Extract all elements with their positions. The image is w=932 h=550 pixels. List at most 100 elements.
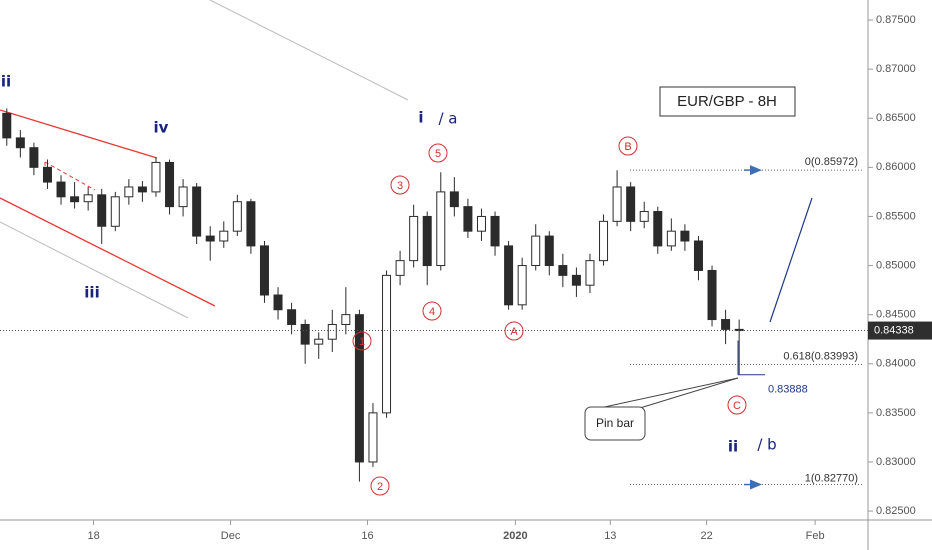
- y-tick-label: 0.84500: [876, 309, 916, 321]
- candle-body: [314, 338, 324, 345]
- y-tick-label: 0.83500: [876, 407, 916, 419]
- candle-body: [490, 215, 500, 247]
- x-tick-label: 22: [700, 530, 712, 542]
- candle-body: [680, 230, 690, 242]
- candle-body: [246, 201, 256, 247]
- candle-body: [599, 220, 609, 262]
- wave-circle: [727, 395, 747, 415]
- candle-body: [110, 196, 120, 227]
- wave-circle: [370, 476, 390, 496]
- wave-label: C: [733, 400, 741, 412]
- callout-text: Pin bar: [596, 416, 634, 430]
- y-tick-label: 0.86500: [876, 112, 916, 124]
- last-price-box: [868, 321, 932, 340]
- candle-body: [341, 314, 351, 325]
- channel-dashed: [44, 161, 96, 191]
- wave-label: 5: [435, 148, 441, 160]
- candle-body: [395, 260, 405, 276]
- x-tick-label: 18: [87, 530, 99, 542]
- candle-body: [259, 245, 269, 296]
- wave-label: iii: [84, 284, 99, 302]
- candle-body: [97, 194, 107, 227]
- candle-body: [476, 215, 486, 232]
- callout-box: [584, 406, 646, 441]
- x-tick-label: 16: [361, 530, 373, 542]
- candle-body: [42, 166, 52, 183]
- candle-body: [219, 230, 229, 242]
- wave-circle: [504, 321, 524, 341]
- wave-label: ii: [1, 73, 11, 91]
- wave-label: B: [624, 141, 631, 153]
- level-arrow-head: [750, 479, 762, 490]
- candle-body: [504, 245, 514, 306]
- x-tick-label: 13: [604, 530, 616, 542]
- wave-label: 3: [397, 180, 403, 192]
- wave-label: ii: [728, 438, 738, 456]
- candle-body: [273, 294, 283, 311]
- candle-body: [56, 181, 66, 198]
- candle-body: [463, 206, 473, 232]
- y-tick-label: 0.85000: [876, 259, 916, 271]
- callout-pointer: [599, 377, 739, 409]
- candle-body: [287, 309, 297, 325]
- projection-line: [769, 197, 813, 323]
- level-arrow-head: [750, 165, 762, 176]
- wave-circle: [422, 301, 442, 321]
- y-tick-label: 0.83000: [876, 456, 916, 468]
- title-box: [659, 86, 796, 117]
- x-tick-label: 2020: [503, 530, 527, 542]
- channel-line: [0, 197, 216, 307]
- wave-label: 4: [429, 306, 435, 318]
- candle-body: [124, 186, 134, 198]
- candle-body: [327, 323, 337, 340]
- candle-body: [639, 211, 649, 222]
- wave-label: / b: [757, 436, 776, 454]
- candle-body: [517, 265, 527, 306]
- candle-body: [70, 196, 80, 203]
- wave-circle: [618, 136, 638, 156]
- candle-body: [531, 235, 541, 267]
- candle-body: [612, 186, 622, 222]
- candle-body: [626, 186, 636, 222]
- y-tick-label: 0.84000: [876, 358, 916, 370]
- y-tick-label: 0.82500: [876, 505, 916, 517]
- candle-body: [300, 323, 310, 345]
- candle-body: [734, 328, 744, 332]
- candle-body: [449, 191, 459, 208]
- candle-body: [693, 240, 703, 271]
- wave-label: i: [418, 109, 423, 127]
- candle-body: [382, 274, 392, 414]
- y-tick-label: 0.87000: [876, 63, 916, 75]
- candle-body: [558, 265, 568, 276]
- y-tick-label: 0.87500: [876, 14, 916, 26]
- wave-label: 1: [359, 336, 365, 348]
- candle-body: [354, 314, 364, 463]
- candle-body: [83, 194, 93, 203]
- wave-circle: [390, 175, 410, 195]
- x-tick-label: Feb: [806, 530, 825, 542]
- wave-label: 2: [377, 481, 383, 493]
- candle-body: [165, 161, 175, 208]
- candle-body: [178, 186, 188, 208]
- callout-pointer: [639, 377, 739, 409]
- candle-body: [368, 412, 378, 463]
- trend-line: [209, 0, 409, 101]
- candle-body: [422, 215, 432, 267]
- level-label: 0.618(0.83993): [783, 350, 858, 362]
- candle-body: [571, 274, 581, 286]
- last-price-label: 0.84338: [874, 324, 914, 336]
- y-tick-label: 0.86000: [876, 161, 916, 173]
- candle-body: [151, 161, 161, 193]
- wave-label: iv: [154, 119, 169, 137]
- candle-body: [232, 201, 242, 232]
- candle-body: [721, 319, 731, 330]
- wave-label: A: [510, 326, 518, 338]
- x-tick-label: Dec: [221, 530, 241, 542]
- wave-circle: [428, 143, 448, 163]
- level-label: 1(0.82770): [805, 472, 858, 484]
- candle-body: [205, 235, 215, 242]
- candle-body: [707, 269, 717, 321]
- channel-line: [0, 109, 158, 159]
- y-tick-label: 0.85500: [876, 210, 916, 222]
